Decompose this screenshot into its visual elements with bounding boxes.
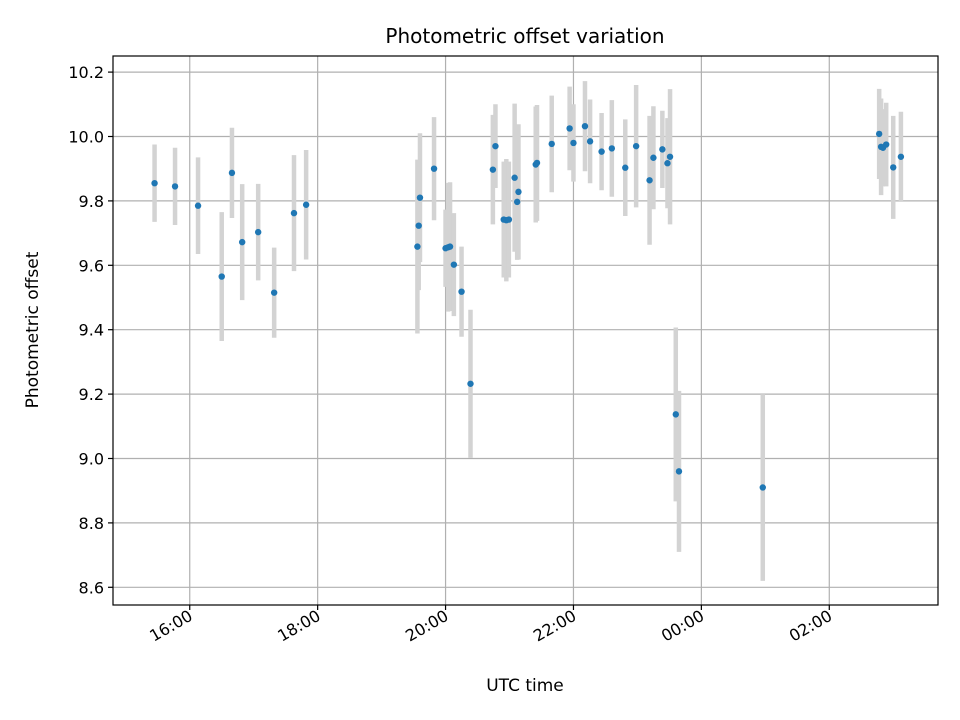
data-point [302, 201, 310, 208]
data-point [608, 145, 616, 152]
data-point [598, 148, 605, 155]
data-point [672, 411, 679, 418]
data-point [489, 166, 497, 173]
data-point [664, 160, 671, 167]
y-axis-label: Photometric offset [23, 251, 43, 408]
data-point [492, 142, 499, 150]
data-point [632, 142, 640, 150]
data-point [415, 222, 422, 229]
data-point [228, 169, 236, 177]
data-point [430, 165, 438, 172]
y-tick-label: 10.2 [68, 63, 104, 82]
data-point [566, 125, 573, 132]
data-point [515, 188, 522, 196]
data-point [659, 146, 666, 153]
data-point [882, 141, 890, 148]
plot-frame [112, 55, 939, 606]
data-point [666, 153, 674, 160]
data-point [890, 164, 897, 171]
y-tick-label: 9.8 [79, 192, 104, 211]
data-point [446, 243, 454, 250]
y-tick-label: 10.0 [68, 127, 104, 146]
y-tick-label: 9.4 [79, 321, 104, 340]
data-point [270, 289, 278, 296]
data-point [570, 139, 577, 147]
data-point [505, 216, 513, 223]
data-points [151, 122, 905, 491]
data-point [897, 153, 905, 160]
data-point [416, 194, 424, 201]
plot-background [113, 56, 938, 605]
data-point [513, 198, 521, 206]
data-point [548, 140, 555, 148]
data-point [238, 238, 246, 246]
y-tick-label: 9.6 [79, 256, 104, 275]
data-point [151, 179, 158, 187]
x-axis-label: UTC time [486, 676, 564, 696]
y-tick-label: 9.2 [79, 385, 104, 404]
data-point [581, 122, 589, 130]
y-tick-label: 9.0 [79, 449, 104, 468]
data-point [450, 261, 458, 268]
y-tick-label: 8.6 [79, 578, 104, 597]
data-point [414, 243, 421, 250]
data-point [586, 138, 594, 145]
data-point [194, 202, 202, 209]
data-point [759, 484, 766, 491]
data-point [218, 273, 225, 280]
data-point [622, 164, 629, 171]
data-point [467, 380, 474, 387]
data-point [290, 209, 298, 217]
data-point [511, 174, 518, 181]
data-point [254, 228, 262, 236]
data-point [458, 288, 465, 295]
data-point [646, 177, 653, 184]
data-point [875, 130, 883, 138]
data-point [171, 183, 179, 190]
data-point [533, 159, 541, 167]
chart-title: Photometric offset variation [385, 24, 664, 48]
data-point [650, 154, 657, 161]
data-point [675, 468, 683, 475]
y-tick-label: 8.8 [79, 514, 104, 533]
